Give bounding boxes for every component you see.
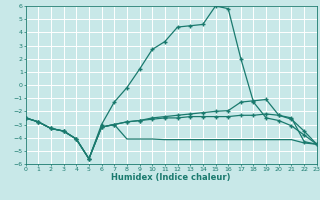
X-axis label: Humidex (Indice chaleur): Humidex (Indice chaleur)	[111, 173, 231, 182]
